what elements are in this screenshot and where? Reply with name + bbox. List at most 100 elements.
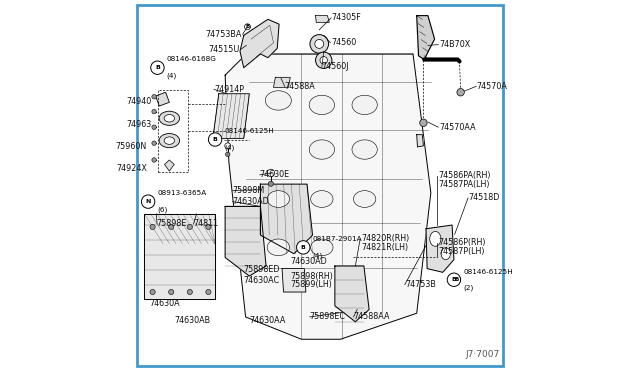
Ellipse shape [441,248,451,260]
Text: B: B [212,137,218,142]
Circle shape [152,125,156,129]
Circle shape [151,61,164,74]
Text: 75898(RH): 75898(RH) [291,272,333,280]
Ellipse shape [429,231,441,246]
Circle shape [225,143,231,149]
Circle shape [206,289,211,295]
Circle shape [310,35,328,53]
Circle shape [152,141,156,145]
Circle shape [168,289,174,295]
Text: 74630AB: 74630AB [174,316,211,325]
Text: 75898EC: 75898EC [310,312,346,321]
Text: 08146-6125H: 08146-6125H [224,128,274,134]
Polygon shape [240,19,279,68]
Ellipse shape [309,140,335,159]
Text: 74587PA(LH): 74587PA(LH) [438,180,490,189]
Ellipse shape [267,239,289,256]
Text: 74586PA(RH): 74586PA(RH) [438,171,491,180]
Circle shape [267,169,275,177]
Text: 74963: 74963 [127,120,152,129]
Circle shape [152,94,156,99]
Circle shape [209,133,222,146]
Text: 74940: 74940 [127,97,152,106]
Circle shape [187,289,193,295]
Polygon shape [164,160,174,171]
Text: 74924X: 74924X [116,164,147,173]
Text: N: N [145,199,151,204]
Ellipse shape [309,95,335,115]
Text: 74B70X: 74B70X [439,40,470,49]
Text: 74630AD: 74630AD [291,257,327,266]
Polygon shape [225,206,266,276]
Text: 75898E: 75898E [156,219,187,228]
Text: 74630AC: 74630AC [244,276,280,285]
Polygon shape [225,54,431,339]
Text: 74560: 74560 [331,38,356,47]
Text: 75898M: 75898M [232,186,265,195]
Text: 74914P: 74914P [214,85,244,94]
Text: B: B [301,245,306,250]
Circle shape [187,224,193,230]
Text: 74518D: 74518D [468,193,500,202]
Polygon shape [335,266,369,322]
Circle shape [453,276,461,283]
Polygon shape [282,269,306,292]
Ellipse shape [310,239,333,256]
Text: 74753BA: 74753BA [205,30,242,39]
Text: (4): (4) [167,73,177,79]
Polygon shape [213,94,250,138]
Circle shape [447,273,461,286]
Text: B: B [451,277,456,282]
Text: 74630E: 74630E [260,170,290,179]
Text: 75898ED: 75898ED [244,265,280,274]
Text: 74811: 74811 [193,219,219,228]
Text: 74586P(RH): 74586P(RH) [438,238,486,247]
Ellipse shape [353,190,376,207]
Ellipse shape [267,190,289,207]
Circle shape [320,57,328,64]
Circle shape [420,119,427,126]
Polygon shape [316,16,330,22]
Ellipse shape [159,134,180,148]
Circle shape [268,181,273,186]
Text: 74820R(RH): 74820R(RH) [361,234,409,243]
Polygon shape [426,225,454,272]
Polygon shape [417,16,435,60]
Text: 74630AA: 74630AA [250,316,285,325]
Circle shape [315,39,324,48]
Text: 74587P(LH): 74587P(LH) [438,247,484,256]
Text: (6): (6) [157,207,168,213]
Text: 08146-6168G: 08146-6168G [167,57,216,62]
Text: 74630AD: 74630AD [232,197,269,206]
Circle shape [457,89,465,96]
Text: 74630A: 74630A [150,299,180,308]
Circle shape [152,109,156,114]
Circle shape [168,224,174,230]
Text: 081B7-2901A: 081B7-2901A [312,236,362,242]
Polygon shape [273,77,291,87]
Text: B: B [155,65,160,70]
Circle shape [206,224,211,230]
Circle shape [316,52,332,68]
Text: 74570AA: 74570AA [439,123,476,132]
Ellipse shape [164,115,175,122]
Text: 08146-6125H: 08146-6125H [463,269,513,275]
Text: 74588A: 74588A [285,82,316,91]
Circle shape [141,195,155,208]
Text: 75899(LH): 75899(LH) [291,280,332,289]
Text: B: B [245,24,250,29]
Circle shape [152,158,156,162]
Text: 74821R(LH): 74821R(LH) [361,243,408,252]
Text: 74560J: 74560J [322,62,349,71]
Text: 75960N: 75960N [116,142,147,151]
Circle shape [150,289,156,295]
Text: 74570A: 74570A [476,82,507,91]
Text: 08913-6365A: 08913-6365A [157,190,207,196]
Text: 74588AA: 74588AA [353,312,390,321]
Polygon shape [260,184,312,254]
Circle shape [225,152,230,157]
Ellipse shape [164,137,175,144]
Ellipse shape [352,95,378,115]
Ellipse shape [310,190,333,207]
Text: (4): (4) [312,253,323,259]
